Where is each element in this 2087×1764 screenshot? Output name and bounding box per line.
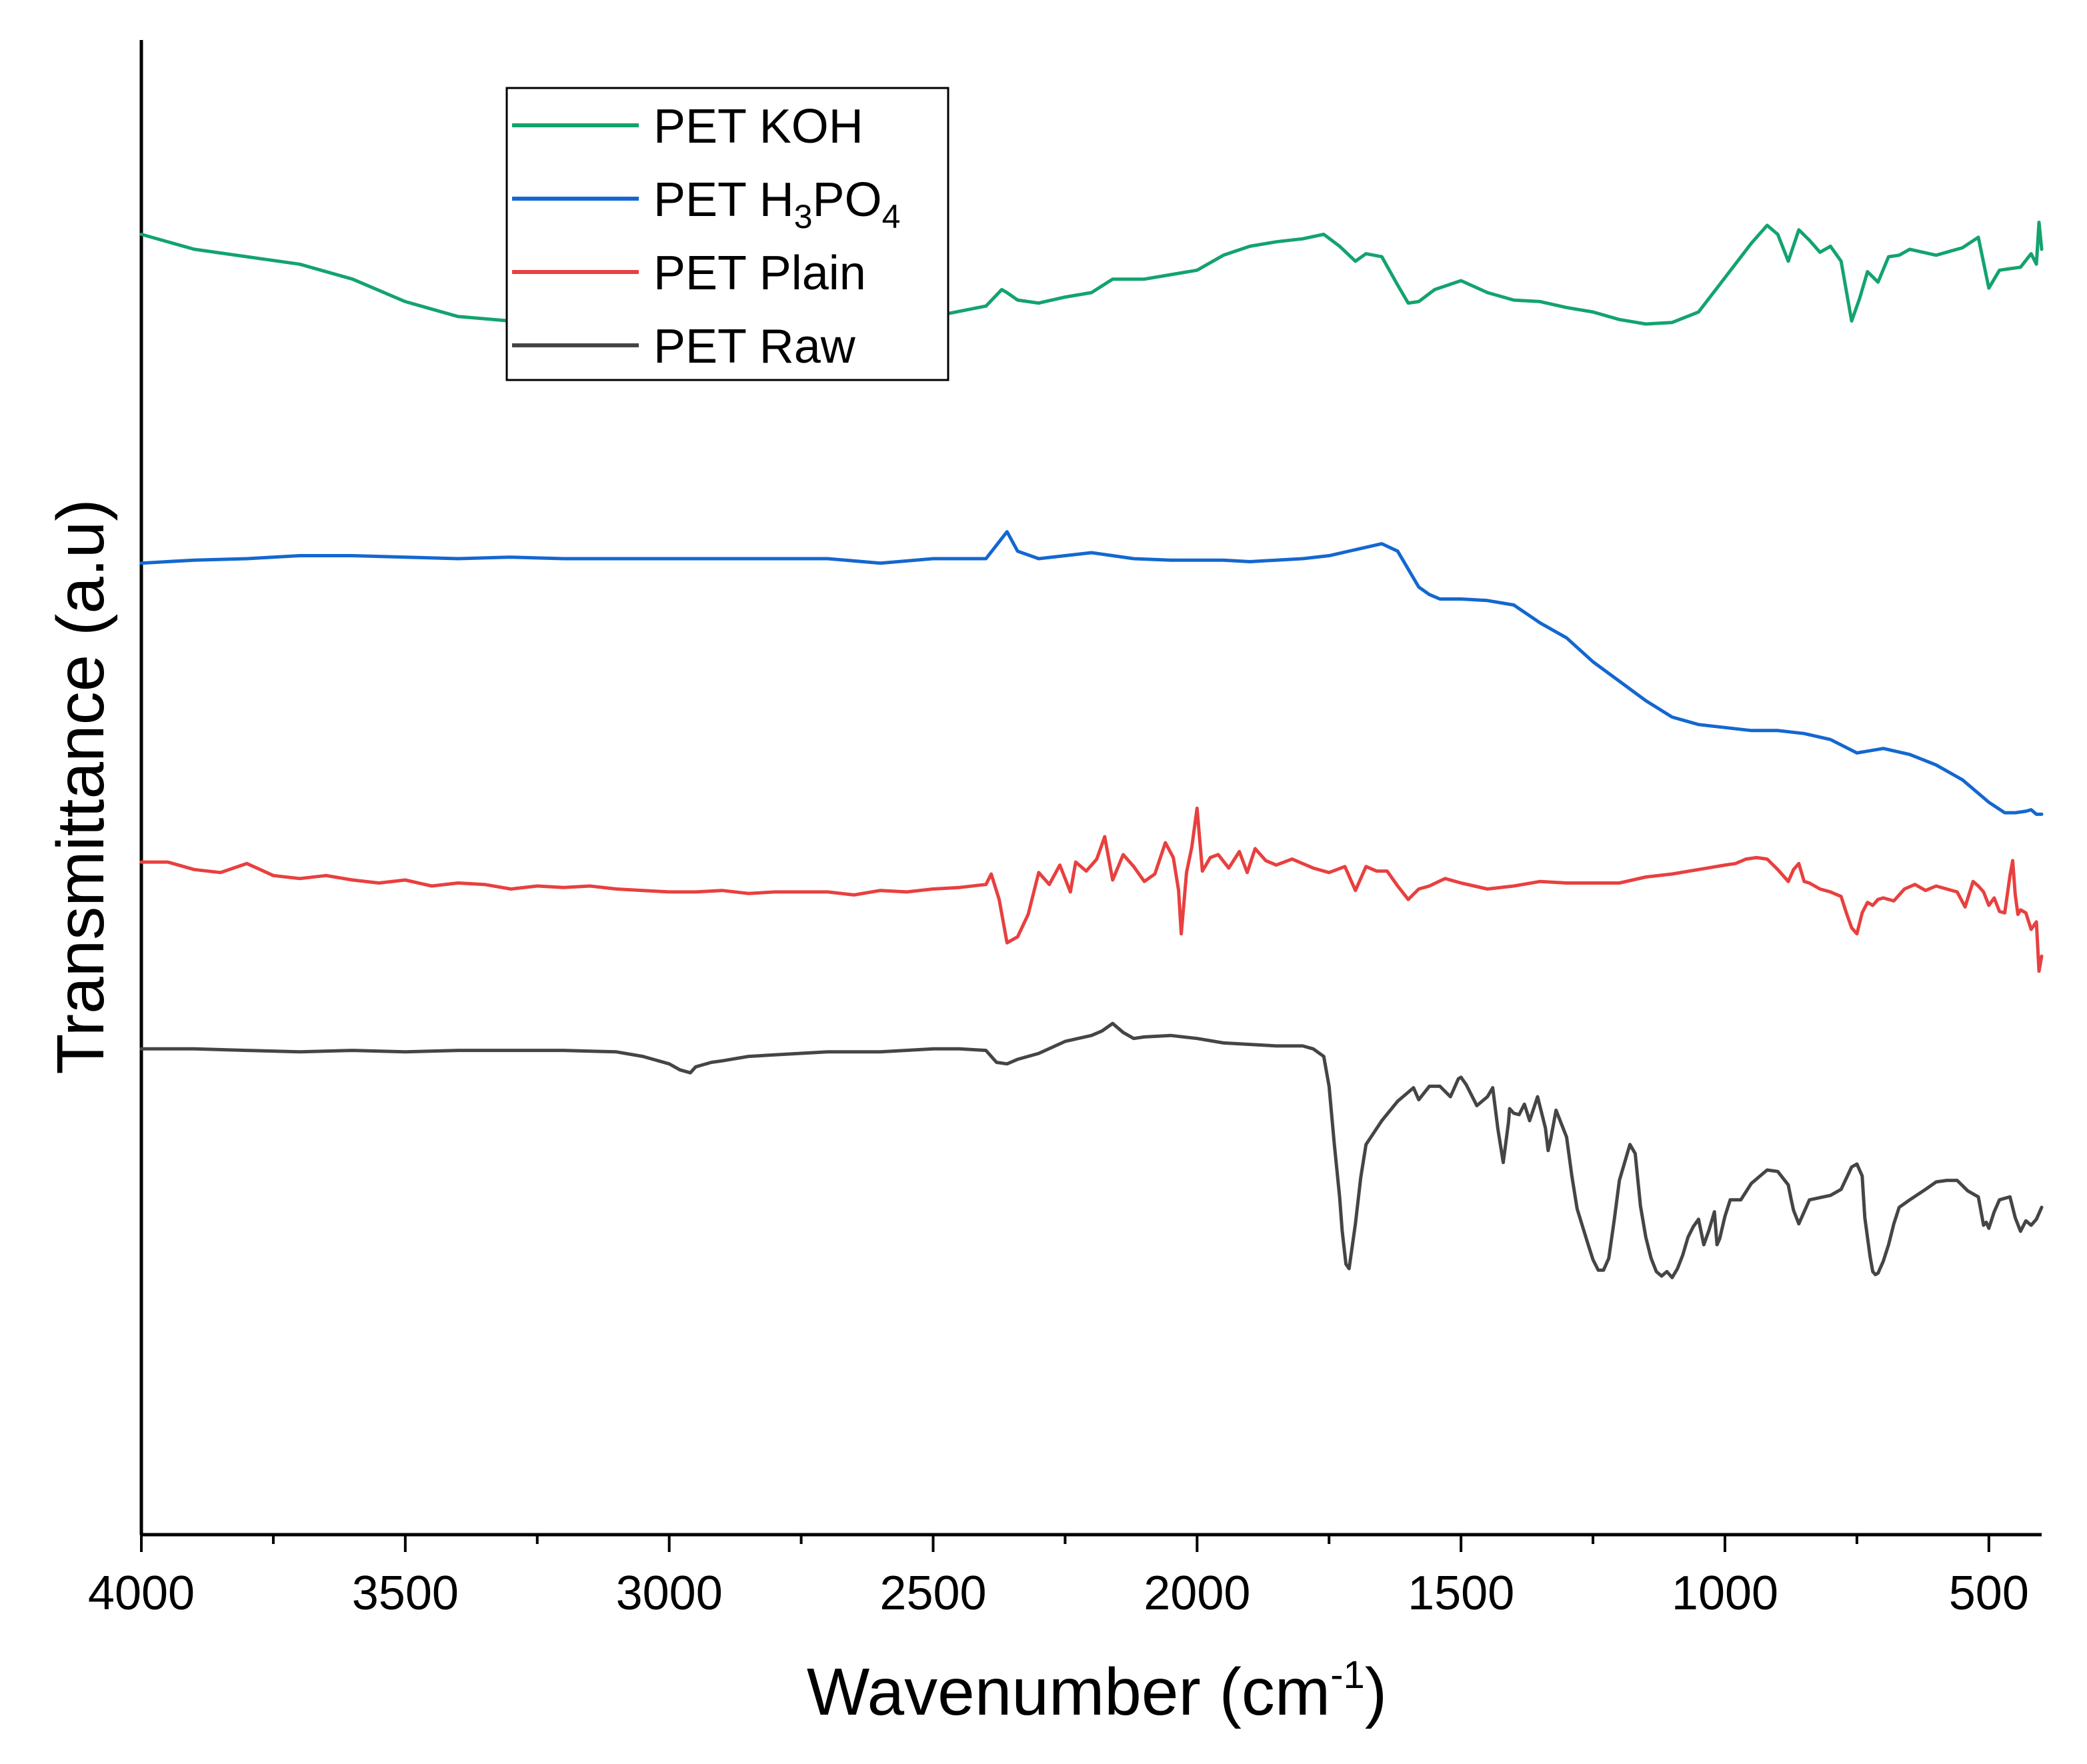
series-line-pet-plain — [139, 806, 2044, 973]
x-tick-label: 3500 — [352, 1567, 459, 1620]
x-tick-label: 500 — [1949, 1567, 2029, 1620]
series-line-pet-koh — [139, 221, 2044, 337]
x-tick-label: 2500 — [879, 1567, 986, 1620]
legend-label: PET KOH — [653, 100, 863, 153]
x-tick-label: 4000 — [88, 1567, 195, 1620]
legend-box — [505, 87, 949, 381]
y-axis-label: Transmittance (a.u) — [43, 499, 118, 1074]
x-tick-label: 1000 — [1672, 1567, 1778, 1620]
legend-label: PET Plain — [653, 247, 866, 300]
legend-label: PET Raw — [653, 320, 856, 373]
x-tick-label: 2000 — [1144, 1567, 1250, 1620]
x-tick-label: 3000 — [616, 1567, 723, 1620]
legend-label: PET H3PO4 — [653, 173, 900, 235]
x-ticks: 4000 3500 3000 2500 2000 1500 1000 500 — [88, 1535, 2029, 1620]
x-axis-label: Wavenumber (cm-1) — [807, 1653, 1387, 1729]
legend: PET KOH PET H3PO4 PET Plain PET Raw — [505, 87, 949, 381]
series-group — [139, 221, 2044, 1279]
x-tick-label: 1500 — [1408, 1567, 1514, 1620]
series-line-pet-raw — [139, 1021, 2044, 1279]
series-line-pet-h3po4 — [139, 530, 2044, 816]
